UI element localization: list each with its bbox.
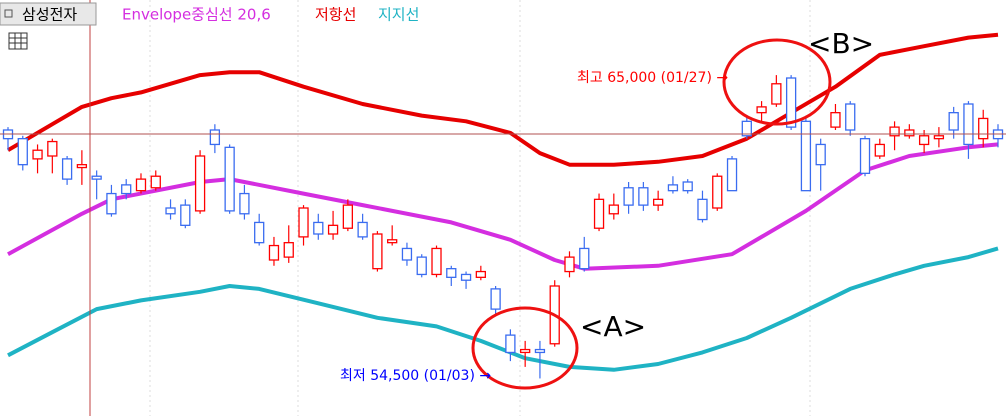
candle-body — [327, 224, 339, 235]
candle-body — [712, 175, 723, 209]
candle-body — [845, 103, 856, 131]
annotation: <A> — [580, 310, 646, 343]
candle-body — [283, 242, 294, 258]
annotation: <B> — [808, 27, 874, 60]
grid-icon-lines — [9, 33, 27, 49]
candle-body — [785, 77, 797, 128]
legend-entry: 지지선 — [378, 6, 419, 24]
candle-body — [963, 103, 974, 146]
grid-icon[interactable] — [8, 32, 28, 50]
candle-body — [978, 117, 989, 140]
candle-body — [933, 135, 945, 140]
candle-body — [534, 348, 546, 354]
candle-body — [771, 83, 782, 105]
highlight-b — [722, 38, 832, 126]
candle-body — [431, 247, 442, 276]
candle-body — [298, 207, 309, 238]
candle-body — [106, 192, 117, 215]
candle-body — [342, 204, 354, 229]
candle-body — [593, 198, 605, 229]
annotation: 최저 54,500 (01/03) → — [340, 368, 491, 384]
candle-body — [165, 207, 176, 215]
candle-body — [239, 192, 250, 215]
candle-body — [815, 143, 826, 166]
candle-body — [372, 233, 383, 270]
candle-body — [520, 348, 531, 354]
envelope-line — [6, 32, 999, 167]
annotation: 최고 65,000 (01/27) → — [577, 70, 728, 86]
box-icon — [4, 9, 13, 18]
candle-body — [446, 268, 457, 278]
legend-entry: Envelope중심선 20,6 — [122, 6, 271, 24]
candle-body — [357, 221, 368, 238]
candle-body — [756, 106, 767, 114]
candle-body — [150, 175, 161, 189]
plot — [2, 32, 1004, 379]
legend-entry: 저항선 — [315, 6, 356, 24]
candle-body — [652, 198, 664, 206]
candle-body — [697, 198, 708, 221]
candle-body — [61, 158, 73, 180]
symbol-box[interactable] — [0, 2, 97, 26]
candle-body — [904, 129, 915, 137]
candle-body — [918, 135, 930, 146]
candle-body — [121, 184, 132, 195]
candle-body — [800, 120, 812, 192]
candle-body — [830, 112, 841, 128]
candle-body — [667, 184, 679, 192]
candle-body — [135, 178, 147, 192]
candle-body — [17, 138, 28, 166]
candle-body — [209, 129, 221, 146]
candle-body — [608, 204, 619, 215]
candle-body — [387, 239, 398, 244]
candle-body — [874, 143, 885, 157]
highlight-a — [471, 306, 579, 390]
candle-body — [254, 221, 265, 244]
candle-body — [416, 256, 427, 276]
candle-body — [623, 187, 634, 206]
candle-body — [313, 221, 324, 235]
candle-body — [76, 164, 88, 169]
candle-body — [490, 288, 501, 310]
candle-body — [224, 146, 235, 212]
candle-body — [564, 256, 575, 273]
candle-body — [194, 155, 206, 212]
candle-body — [638, 187, 649, 206]
candle-body — [741, 120, 752, 137]
candle-body — [268, 244, 280, 261]
legend-entry: 삼성전자 — [22, 6, 77, 24]
candle-body — [460, 273, 472, 281]
candle-body — [505, 334, 516, 354]
candle-body — [47, 140, 58, 157]
candle-body — [859, 138, 871, 174]
candle-body — [889, 126, 900, 137]
candle-body — [682, 181, 693, 192]
candle-body — [475, 270, 486, 278]
candle-body — [579, 247, 590, 270]
candle-body — [948, 112, 959, 131]
candle-body — [91, 175, 102, 180]
candle-body — [32, 149, 43, 160]
candle-body — [401, 247, 413, 261]
candle-body — [180, 204, 191, 226]
candle-body — [726, 158, 738, 192]
